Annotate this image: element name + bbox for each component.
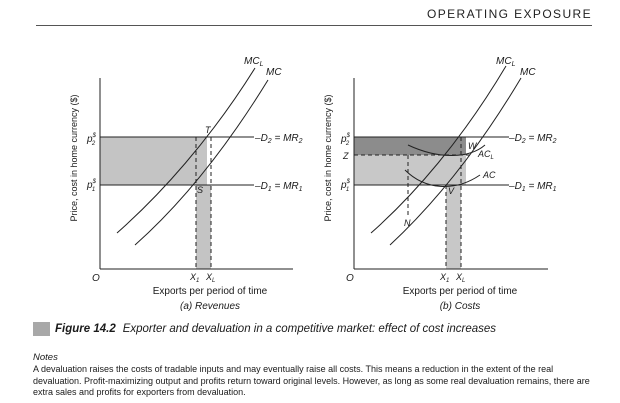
panel-a-d2-label: –D2 = MR2	[254, 133, 303, 145]
panel-a-mcl-curve	[116, 67, 256, 234]
panel-a-d1-label: –D1 = MR1	[254, 181, 303, 193]
notes-body: A devaluation raises the costs of tradab…	[33, 364, 590, 397]
panel-a-extra-sales-area	[196, 185, 211, 269]
panel-a-xl-label: XL	[205, 272, 215, 284]
panel-b-point-w: W	[468, 141, 478, 151]
panel-b-mcl-label: MCL	[496, 56, 516, 68]
panel-b-p2-label: p$ 2	[340, 133, 351, 147]
panel-a-x1-label: X1	[189, 272, 199, 284]
panel-b-x1-label: X1	[439, 272, 449, 284]
panel-a-point-s: S	[197, 185, 203, 195]
header-rule	[36, 25, 592, 26]
panel-b-acl-label: ACL	[477, 149, 494, 161]
notes-title: Notes	[33, 352, 58, 363]
figure-caption: Figure 14.2 Exporter and devaluation in …	[33, 322, 496, 336]
panel-a-origin: O	[92, 273, 100, 284]
panel-b-extra-sales-area	[446, 185, 461, 269]
panel-b-origin: O	[346, 273, 354, 284]
figure-14-2: MCL MC –D2 = MR2 –D1 = MR1 T S p$ 2 p$ 1 O…	[69, 56, 557, 312]
panel-b-n-label: N	[404, 218, 411, 228]
panel-b-point-v: V	[448, 186, 455, 196]
panel-b-p1-label: p$ 1	[340, 179, 351, 193]
panel-b-ylabel: Price, cost in home currency ($)	[323, 94, 333, 221]
panel-b-ac-curve	[404, 169, 481, 187]
panel-a-p1-label: p$ 1	[86, 179, 97, 193]
panel-b-mcl-curve	[370, 65, 507, 234]
panel-a-point-t: T	[205, 125, 212, 135]
panel-a-p2-label: p$ 2	[86, 133, 97, 147]
panel-b-ac-label: AC	[482, 170, 496, 180]
panel-b-acl-curve	[407, 144, 486, 156]
panel-b: MCL MC –D2 = MR2 –D1 = MR1 W V ACL AC p$…	[323, 56, 557, 312]
panel-a-mc-curve	[134, 79, 269, 246]
panel-b-d1-label: –D1 = MR1	[508, 181, 557, 193]
panel-b-xl-label: XL	[455, 272, 465, 284]
panel-a-xlabel: Exports per period of time	[153, 286, 268, 297]
panel-b-subtitle: (b) Costs	[440, 301, 481, 312]
panel-b-mc-label: MC	[520, 67, 536, 78]
panel-a: MCL MC –D2 = MR2 –D1 = MR1 T S p$ 2 p$ 1 O…	[69, 56, 303, 312]
panel-b-d2-label: –D2 = MR2	[508, 133, 557, 145]
panel-a-price-gain-area	[100, 137, 207, 185]
panel-a-subtitle: (a) Revenues	[180, 301, 240, 312]
panel-b-xlabel: Exports per period of time	[403, 286, 518, 297]
panel-a-mc-label: MC	[266, 67, 282, 78]
panel-a-mcl-label: MCL	[244, 56, 264, 68]
caption-marker	[33, 322, 50, 336]
caption-text: Exporter and devaluation in a competitiv…	[122, 323, 497, 335]
panel-b-lower-light-area	[354, 155, 466, 185]
panel-a-ylabel: Price, cost in home currency ($)	[69, 94, 79, 221]
caption-number: Figure 14.2	[55, 323, 116, 335]
panel-b-mc-curve	[389, 77, 522, 246]
panel-b-z-label: Z	[342, 151, 349, 161]
running-head: OPERATING EXPOSURE	[426, 7, 592, 21]
